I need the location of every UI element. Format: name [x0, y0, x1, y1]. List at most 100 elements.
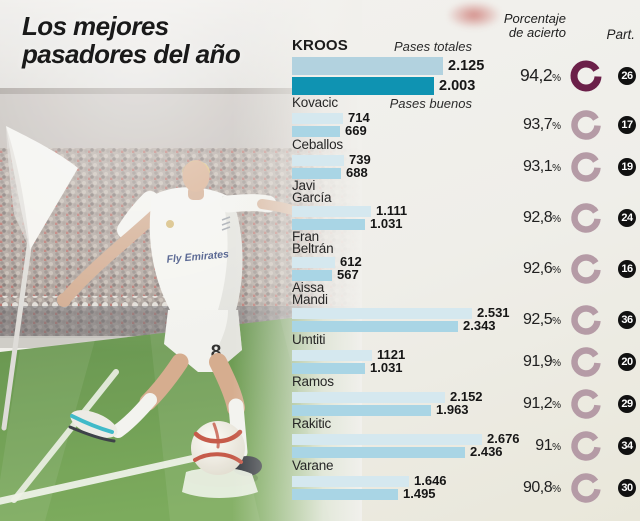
player-name: Ceballos [292, 137, 343, 152]
accuracy-column-header: Porcentaje de acierto [503, 11, 566, 40]
total-passes-value: 2.125 [448, 57, 485, 74]
accuracy-rail: 92,6% 16 [514, 253, 636, 284]
page-title: Los mejores pasadores del año [22, 12, 241, 69]
good-passes-bar [292, 320, 458, 332]
series-label: Pases buenos [389, 96, 472, 111]
good-passes-value: 1.031 [370, 360, 403, 375]
player-row: Kovacic Pases buenos 714 669 93,7% 17 [292, 96, 636, 140]
player-row: Aissa Mandi 2.531 2.343 92,5% 36 [292, 281, 636, 335]
player-row: Ramos 2.152 1.963 91,2% 29 [292, 374, 636, 419]
good-passes-bar [292, 362, 365, 374]
accuracy-rail: 91% 34 [514, 430, 636, 461]
player-name: Umtiti [292, 332, 326, 347]
total-passes-value: 1.646 [414, 473, 447, 488]
total-passes-bar [292, 205, 371, 217]
good-passes-value: 567 [337, 267, 359, 282]
player-row: Rakitic 2.676 2.436 91% 34 [292, 416, 636, 461]
player-row: KROOS Pases totales 2.125 2.003 94,2% 26 [292, 38, 636, 95]
accuracy-value: 90,8% [522, 478, 561, 496]
total-passes-value: 2.531 [477, 305, 510, 320]
total-passes-bar [292, 56, 443, 75]
accuracy-value: 91,9% [522, 352, 561, 370]
good-passes-value: 1.495 [403, 486, 436, 501]
total-passes-bar [292, 256, 335, 268]
accuracy-donut-icon [571, 109, 601, 140]
accuracy-rail: 94,2% 26 [514, 56, 636, 95]
total-passes-bar [292, 154, 344, 166]
pass-bars: 2.152 1.963 [292, 389, 636, 417]
scoreboard-blur [448, 2, 500, 28]
accuracy-value: 91,2% [522, 394, 561, 412]
accuracy-rail: 93,1% 19 [514, 151, 636, 182]
accuracy-donut-icon [571, 202, 601, 233]
title-line2: pasadores del año [22, 39, 241, 69]
accuracy-donut-icon [571, 346, 601, 377]
total-passes-value: 714 [348, 110, 370, 125]
participation-badge: 20 [618, 352, 636, 371]
player-name: Rakitic [292, 416, 332, 431]
pass-bars: 2.531 2.343 [292, 305, 636, 332]
total-passes-value: 739 [349, 152, 371, 167]
total-passes-bar [292, 475, 409, 487]
player-row: Fran Beltrán 612 567 92,6% 16 [292, 229, 636, 284]
pass-bars: 612 567 [292, 254, 636, 282]
total-passes-bar [292, 112, 343, 124]
touch-line [11, 369, 119, 503]
pass-bars: 1.646 1.495 [292, 473, 636, 501]
participation-badge: 36 [618, 310, 636, 329]
good-passes-value: 1.031 [370, 216, 403, 231]
accuracy-value: 93,7% [522, 115, 561, 133]
accuracy-value: 91% [535, 436, 561, 454]
player-row: Javi García 1.111 1.031 92,8% 24 [292, 178, 636, 233]
total-passes-value: 2.152 [450, 389, 483, 404]
player-name: Ramos [292, 374, 334, 389]
participation-badge: 19 [618, 157, 636, 176]
good-passes-bar [292, 125, 340, 137]
series-label: Pases totales [393, 39, 472, 54]
pass-bars: 1121 1.031 [292, 347, 636, 375]
participation-column-header: Part. [606, 27, 635, 42]
passers-chart: Porcentaje de acierto Part. KROOS Pases t… [292, 0, 636, 521]
accuracy-rail: 92,8% 24 [514, 202, 636, 233]
total-passes-bar [292, 391, 445, 403]
accuracy-value: 92,6% [522, 259, 561, 277]
accuracy-rail: 91,2% 29 [514, 388, 636, 419]
total-passes-value: 612 [340, 254, 362, 269]
participation-badge: 17 [618, 115, 636, 134]
good-passes-bar [292, 269, 332, 281]
good-passes-value: 1.963 [436, 402, 469, 417]
accuracy-rail: 90,8% 30 [514, 472, 636, 503]
player-row: Umtiti 1121 1.031 91,9% 20 [292, 332, 636, 377]
pass-bars: 2.125 2.003 [292, 56, 636, 95]
accuracy-donut-icon [571, 388, 601, 419]
total-passes-bar [292, 307, 472, 319]
pass-bars: 714 669 [292, 110, 636, 137]
accuracy-donut-icon [571, 430, 601, 461]
participation-badge: 29 [618, 394, 636, 413]
boot-icon [68, 410, 118, 443]
accuracy-value: 92,5% [522, 310, 561, 328]
participation-badge: 34 [618, 436, 636, 455]
accuracy-rail: 91,9% 20 [514, 346, 636, 377]
good-passes-bar [292, 218, 365, 230]
good-passes-bar [292, 404, 431, 416]
player-name: Javi García [292, 178, 332, 205]
participation-badge: 30 [618, 478, 636, 497]
good-passes-bar [292, 446, 465, 458]
good-passes-bar [292, 76, 434, 95]
player-row: Ceballos 739 688 93,1% 19 [292, 137, 636, 182]
pass-bars: 1.111 1.031 [292, 204, 636, 231]
accuracy-value: 94,2% [520, 65, 561, 85]
pass-bars: 2.676 2.436 [292, 432, 636, 459]
accuracy-rail: 92,5% 36 [514, 304, 636, 335]
good-passes-value: 2.436 [470, 444, 503, 459]
good-passes-value: 2.003 [439, 77, 476, 94]
player-name: Fran Beltrán [292, 229, 334, 256]
player-rows: KROOS Pases totales 2.125 2.003 94,2% 26 … [292, 38, 636, 503]
total-passes-value: 1121 [377, 347, 406, 362]
good-passes-value: 688 [346, 165, 368, 180]
player-row: Varane 1.646 1.495 90,8% 30 [292, 459, 636, 503]
accuracy-value: 92,8% [522, 208, 561, 226]
player-name: KROOS [292, 37, 349, 54]
accuracy-rail: 93,7% 17 [514, 109, 636, 140]
